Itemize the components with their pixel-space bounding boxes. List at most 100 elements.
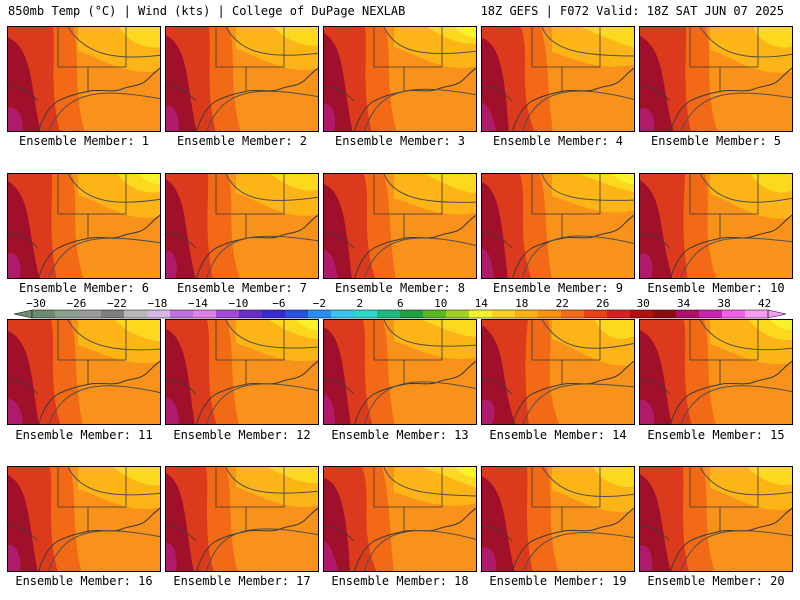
temperature-field-map — [482, 174, 634, 278]
temperature-field-map — [324, 27, 476, 131]
colorbar-swatch — [377, 310, 401, 318]
ensemble-member-map — [165, 466, 319, 572]
colorbar-swatch — [400, 310, 424, 318]
colorbar-tick-label: −6 — [272, 297, 285, 310]
ensemble-member-map — [481, 26, 635, 132]
colorbar-swatch — [193, 310, 217, 318]
temperature-field-map — [166, 27, 318, 131]
colorbar-tick-label: −30 — [26, 297, 46, 310]
ensemble-member-map — [7, 26, 161, 132]
colorbar-tick-label: 34 — [677, 297, 691, 310]
ensemble-member-label: Ensemble Member: 20 — [647, 574, 785, 588]
colorbar-tick-label: −26 — [67, 297, 87, 310]
ensemble-member-map — [481, 466, 635, 572]
ensemble-member-map — [639, 173, 793, 279]
colorbar-tick-label: 6 — [397, 297, 404, 310]
temperature-field-map — [640, 174, 792, 278]
ensemble-member-label: Ensemble Member: 17 — [173, 574, 311, 588]
ensemble-member-map — [7, 173, 161, 279]
colorbar-swatch — [630, 310, 654, 318]
temperature-field-map — [324, 320, 476, 424]
colorbar-swatch — [147, 310, 171, 318]
ensemble-member-map — [165, 319, 319, 425]
temperature-field-map — [482, 467, 634, 571]
header-title-left: 850mb Temp (°C) | Wind (kts) | College o… — [8, 4, 406, 18]
temperature-field-map — [166, 467, 318, 571]
ensemble-member-label: Ensemble Member: 8 — [334, 281, 466, 295]
ensemble-member-label: Ensemble Member: 3 — [334, 134, 466, 148]
temperature-field-map — [8, 320, 160, 424]
ensemble-member-map — [7, 319, 161, 425]
header-title-right: 18Z GEFS | F072 Valid: 18Z SAT JUN 07 20… — [480, 4, 784, 18]
temperature-field-map — [166, 320, 318, 424]
colorbar-swatch — [446, 310, 470, 318]
temperature-field-map — [482, 320, 634, 424]
colorbar-tick-label: 2 — [357, 297, 364, 310]
temperature-field-map — [640, 320, 792, 424]
colorbar-swatch — [262, 310, 286, 318]
ensemble-member-map — [323, 173, 477, 279]
ensemble-member-label: Ensemble Member: 13 — [331, 428, 469, 442]
ensemble-member-label: Ensemble Member: 12 — [173, 428, 311, 442]
colorbar-swatch — [331, 310, 355, 318]
ensemble-member-map — [323, 26, 477, 132]
ensemble-member-label: Ensemble Member: 15 — [647, 428, 785, 442]
colorbar-swatch — [699, 310, 723, 318]
ensemble-member-label: Ensemble Member: 16 — [15, 574, 153, 588]
ensemble-member-map — [323, 466, 477, 572]
ensemble-member-map — [481, 319, 635, 425]
colorbar-swatch — [607, 310, 631, 318]
ensemble-member-label: Ensemble Member: 11 — [15, 428, 153, 442]
colorbar-swatch — [676, 310, 700, 318]
colorbar-swatch — [32, 310, 56, 318]
colorbar-tick-label: 22 — [556, 297, 569, 310]
colorbar-swatch — [492, 310, 516, 318]
ensemble-member-map — [639, 26, 793, 132]
colorbar-tick-label: 38 — [718, 297, 731, 310]
colorbar-swatch — [239, 310, 263, 318]
colorbar-swatch — [515, 310, 539, 318]
ensemble-member-map — [481, 173, 635, 279]
ensemble-member-map — [639, 319, 793, 425]
colorbar-swatch — [55, 310, 79, 318]
ensemble-member-map — [7, 466, 161, 572]
ensemble-member-label: Ensemble Member: 6 — [18, 281, 150, 295]
colorbar-swatch — [308, 310, 332, 318]
colorbar-swatch — [745, 310, 769, 318]
colorbar-swatch — [285, 310, 309, 318]
colorbar-tick-label: 14 — [475, 297, 489, 310]
colorbar-tick-label: 26 — [596, 297, 609, 310]
colorbar-tick-label: −10 — [228, 297, 248, 310]
ensemble-member-label: Ensemble Member: 4 — [492, 134, 624, 148]
temperature-field-map — [324, 174, 476, 278]
temperature-field-map — [166, 174, 318, 278]
ensemble-member-label: Ensemble Member: 19 — [489, 574, 627, 588]
colorbar-tick-label: −22 — [107, 297, 127, 310]
temperature-field-map — [640, 27, 792, 131]
ensemble-member-label: Ensemble Member: 2 — [176, 134, 308, 148]
temperature-colorbar: −30 −26 −22 −18 −14 −10 −6 −2 2 6 10 14 18 22 26 30 34 38… — [13, 297, 787, 319]
colorbar-swatch — [653, 310, 677, 318]
ensemble-member-label: Ensemble Member: 9 — [492, 281, 624, 295]
ensemble-member-label: Ensemble Member: 14 — [489, 428, 627, 442]
colorbar-tick-label: −14 — [188, 297, 208, 310]
temperature-field-map — [324, 467, 476, 571]
colorbar-tick-label: −2 — [313, 297, 326, 310]
ensemble-member-map — [165, 26, 319, 132]
colorbar-swatch — [423, 310, 447, 318]
ensemble-member-map — [165, 173, 319, 279]
colorbar-tick-label: 42 — [758, 297, 771, 310]
ensemble-member-label: Ensemble Member: 1 — [18, 134, 150, 148]
colorbar-swatch — [538, 310, 562, 318]
colorbar-swatch — [584, 310, 608, 318]
colorbar-swatch — [354, 310, 378, 318]
colorbar-swatch — [101, 310, 125, 318]
temperature-field-map — [8, 27, 160, 131]
ensemble-member-label: Ensemble Member: 10 — [647, 281, 785, 295]
temperature-field-map — [8, 467, 160, 571]
ensemble-member-map — [323, 319, 477, 425]
colorbar-swatch — [124, 310, 148, 318]
colorbar-tick-label: 10 — [434, 297, 447, 310]
colorbar-swatch — [170, 310, 194, 318]
colorbar-tick-label: 18 — [515, 297, 528, 310]
